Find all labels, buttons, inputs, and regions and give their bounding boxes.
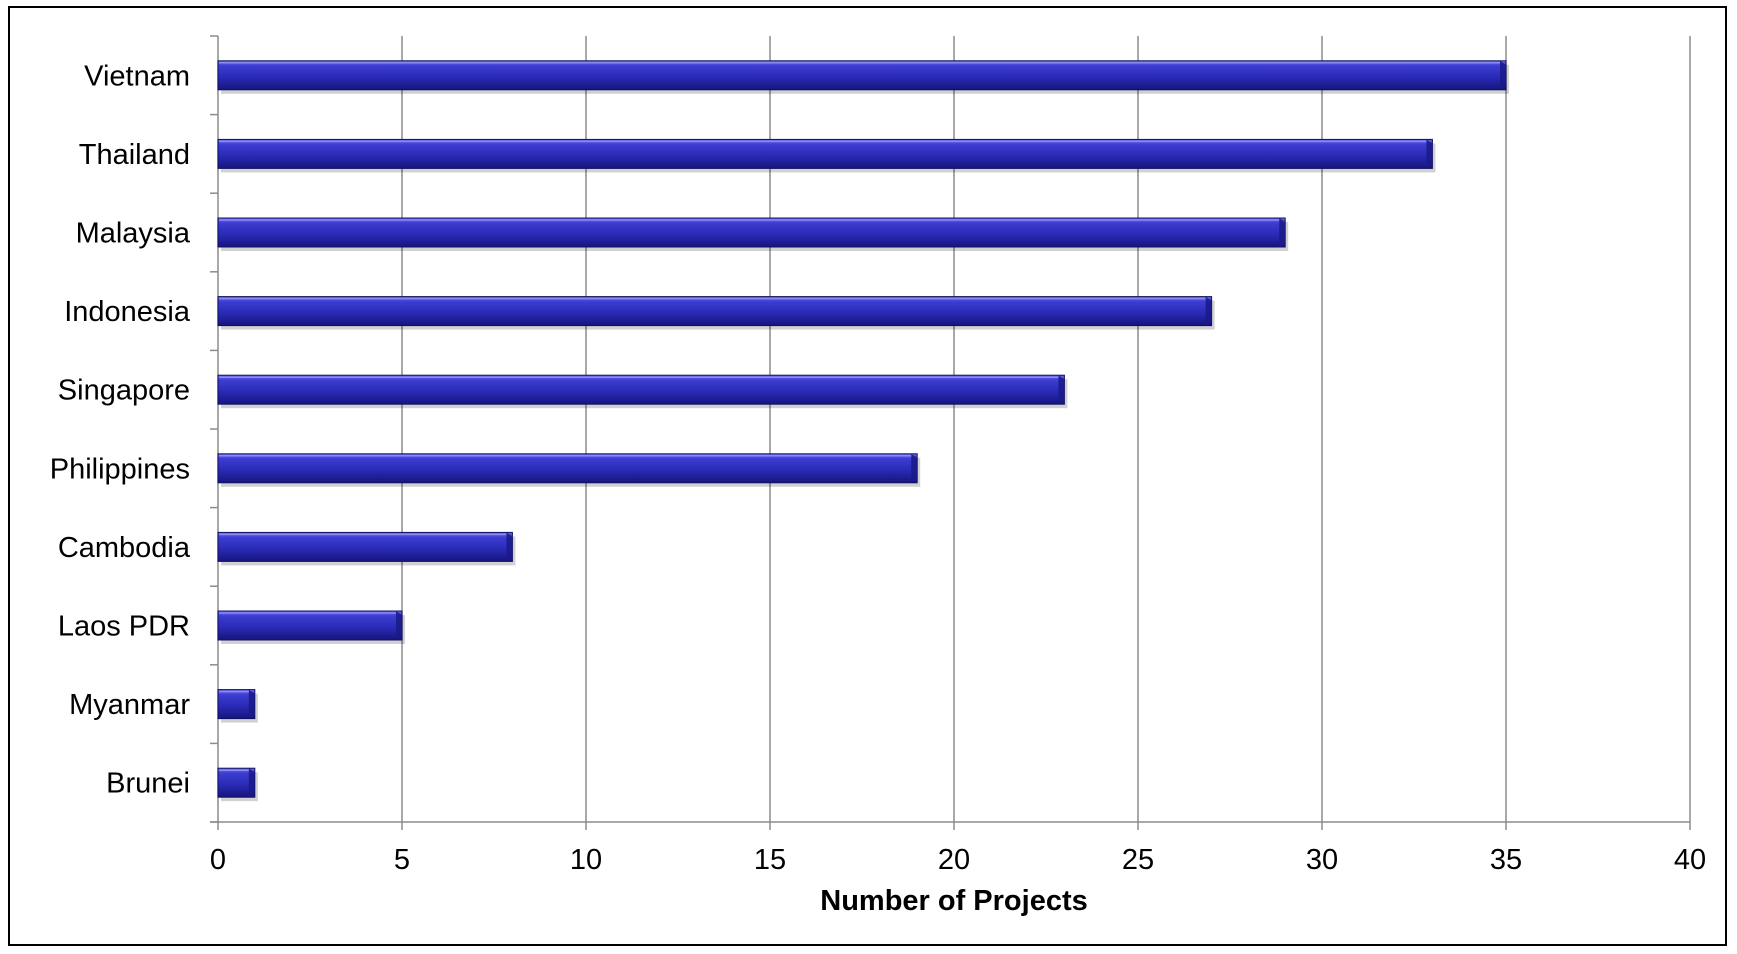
- labels: 0 5 10 15 20 25 30 35 40 Vietnam Thailand Malaysia I…: [50, 60, 1706, 876]
- bar-end-cap: [1500, 60, 1506, 90]
- bar-end-cap: [248, 768, 255, 798]
- bar: [217, 531, 513, 562]
- x-tick-label: 5: [394, 844, 410, 876]
- bar-end-cap: [1426, 139, 1433, 169]
- x-tick-label: 10: [570, 844, 602, 876]
- bar-end-cap: [1205, 296, 1212, 326]
- bars: [217, 60, 1509, 802]
- category-label: Singapore: [58, 375, 190, 407]
- category-label: Myanmar: [69, 689, 190, 721]
- bar: [217, 60, 1507, 91]
- category-label: Cambodia: [58, 532, 191, 564]
- bar: [217, 610, 403, 641]
- bar: [217, 374, 1065, 405]
- x-axis-title: Number of Projects: [820, 885, 1088, 917]
- bar: [217, 138, 1433, 169]
- bar-end-cap: [396, 611, 402, 640]
- bar: [217, 217, 1286, 248]
- bar-end-cap: [1058, 375, 1065, 405]
- x-tick-label: 25: [1122, 844, 1154, 876]
- category-label: Philippines: [50, 453, 190, 485]
- bar-end-cap: [248, 689, 255, 719]
- x-tick-label: 15: [754, 844, 786, 876]
- category-label: Indonesia: [64, 296, 191, 328]
- category-label: Laos PDR: [58, 611, 190, 643]
- category-label: Vietnam: [84, 60, 190, 92]
- bar-end-cap: [1279, 218, 1286, 247]
- x-tick-label: 35: [1490, 844, 1522, 876]
- bar: [217, 296, 1213, 327]
- category-label: Brunei: [106, 768, 190, 800]
- bar-end-cap: [911, 453, 918, 483]
- bar-end-cap: [506, 532, 513, 562]
- bar: [217, 767, 256, 798]
- x-tick-label: 30: [1306, 844, 1338, 876]
- category-label: Thailand: [79, 139, 190, 171]
- x-tick-label: 20: [938, 844, 970, 876]
- bar: [217, 689, 256, 720]
- bar: [217, 453, 918, 484]
- x-tick-label: 0: [210, 844, 226, 876]
- x-tick-label: 40: [1674, 844, 1706, 876]
- category-label: Malaysia: [76, 218, 191, 250]
